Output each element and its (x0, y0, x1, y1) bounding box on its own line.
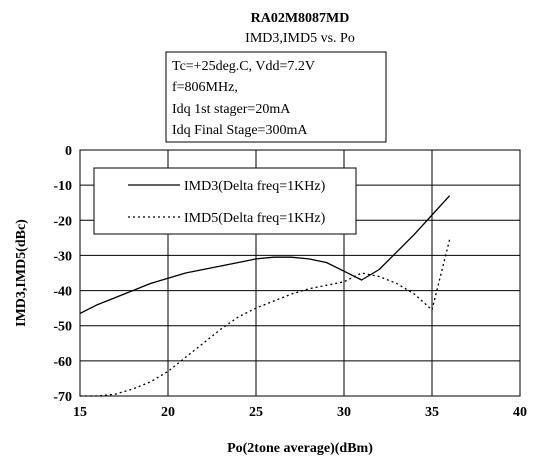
series-line-imd5 (80, 239, 451, 397)
plot-area-border (79, 149, 521, 397)
x-tick-label: 30 (337, 405, 351, 420)
legend: IMD3(Delta freq=1KHz) IMD5(Delta freq=1K… (93, 167, 357, 235)
series-layer (79, 195, 451, 397)
tick-labels: 15 20 25 30 35 40 0 -10 -20 -30 -40 -50 -60 -70 (53, 144, 527, 420)
x-tick-label: 40 (513, 405, 527, 420)
y-tick-label: -60 (53, 355, 72, 370)
legend-label-imd3: IMD3(Delta freq=1KHz) (184, 179, 326, 194)
legend-label-imd5: IMD5(Delta freq=1KHz) (184, 211, 326, 226)
x-tick-label: 15 (73, 405, 87, 420)
x-axis-title: Po(2tone average)(dBm) (227, 441, 373, 456)
y-tick-label: 0 (65, 144, 72, 159)
legend-frame (93, 167, 357, 235)
condition-line-2: f=806MHz, (172, 80, 238, 95)
chart-subtitle: IMD3,IMD5 vs. Po (245, 31, 355, 46)
conditions-box-frame (165, 51, 387, 143)
y-tick-label: -70 (53, 390, 72, 405)
y-tick-label: -10 (53, 179, 72, 194)
condition-line-1: Tc=+25deg.C, Vdd=7.2V (172, 59, 315, 74)
y-tick-label: -30 (53, 249, 72, 264)
y-tick-label: -20 (53, 214, 72, 229)
x-tick-label: 20 (161, 405, 175, 420)
conditions-box: Tc=+25deg.C, Vdd=7.2V f=806MHz, Idq 1st … (165, 51, 387, 143)
chart-title: RA02M8087MD (251, 11, 350, 26)
y-tick-label: -50 (53, 320, 72, 335)
x-tick-label: 35 (425, 405, 439, 420)
condition-line-3: Idq 1st stager=20mA (172, 102, 291, 117)
series-line-imd3 (79, 195, 451, 314)
x-tick-label: 25 (249, 405, 263, 420)
y-axis-title: IMD3,IMD5(dBc) (14, 219, 29, 327)
y-tick-label: -40 (53, 285, 72, 300)
condition-line-4: Idq Final Stage=300mA (172, 123, 308, 138)
